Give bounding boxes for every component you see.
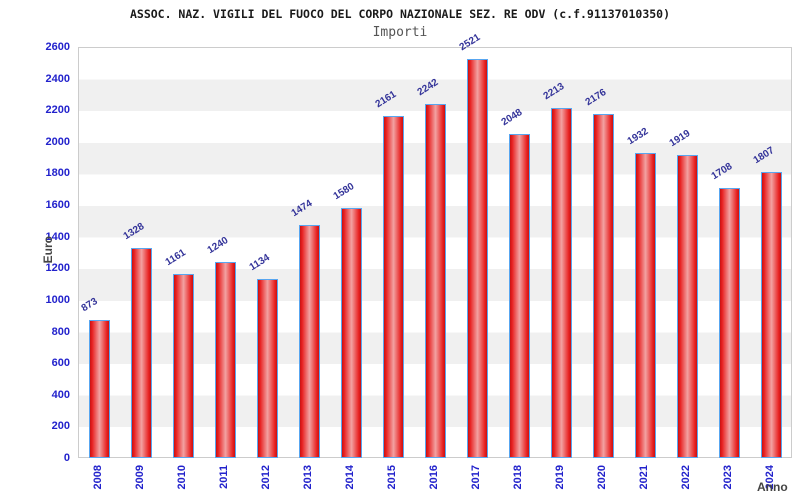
bar [592, 114, 614, 458]
x-tick-label: 2022 [680, 465, 692, 490]
x-tick-label: 2023 [722, 465, 734, 490]
x-tick-label: 2008 [92, 465, 104, 490]
y-tick-label: 1400 [45, 230, 70, 243]
x-tick-label: 2017 [470, 465, 482, 490]
x-tick-label: 2016 [428, 465, 440, 490]
y-tick-label: 1200 [45, 262, 70, 275]
bar [634, 152, 656, 458]
bar [172, 274, 194, 458]
y-tick-label: 200 [51, 420, 70, 433]
bar [508, 134, 530, 458]
x-tick-label: 2014 [344, 465, 356, 490]
y-tick-label: 2600 [45, 41, 70, 53]
x-tick-label: 2009 [134, 465, 146, 490]
bar [718, 188, 740, 458]
x-tick-label: 2011 [218, 465, 230, 489]
bar [340, 208, 362, 458]
y-tick-label: 1000 [45, 293, 70, 306]
bar [214, 261, 236, 458]
x-tick-label: 2013 [302, 465, 314, 490]
x-tick-label: 2020 [596, 465, 608, 490]
y-tick-label: 2200 [45, 104, 70, 117]
chart-title: ASSOC. NAZ. VIGILI DEL FUOCO DEL CORPO N… [129, 7, 671, 21]
chart-subtitle: Importi [372, 25, 428, 40]
bar [676, 154, 698, 458]
y-tick-label: 600 [51, 357, 70, 370]
y-tick-label: 400 [51, 388, 70, 401]
y-tick-label: 2000 [45, 135, 70, 148]
bar [382, 116, 404, 458]
bar [466, 59, 488, 458]
y-tick-label: 0 [63, 452, 70, 464]
y-tick-label: 800 [51, 325, 70, 338]
y-tick-label: 1800 [45, 167, 70, 180]
y-tick-label: 1600 [45, 199, 70, 212]
x-tick-label: 2015 [386, 465, 398, 490]
bar [88, 319, 110, 458]
bar [760, 172, 782, 458]
x-tick-label: 2019 [554, 465, 566, 490]
bar [298, 224, 320, 458]
x-tick-label: 2018 [512, 465, 524, 490]
x-tick-label: 2012 [260, 465, 272, 490]
bar [550, 108, 572, 458]
bar [256, 278, 278, 458]
y-axis-title: Euro [41, 236, 55, 264]
bar [130, 248, 152, 458]
x-tick-label: 2021 [638, 465, 650, 490]
x-tick-label: 2010 [176, 465, 188, 490]
x-axis-title: Anno [757, 480, 788, 494]
bar [424, 103, 446, 458]
y-tick-label: 2400 [45, 72, 70, 85]
